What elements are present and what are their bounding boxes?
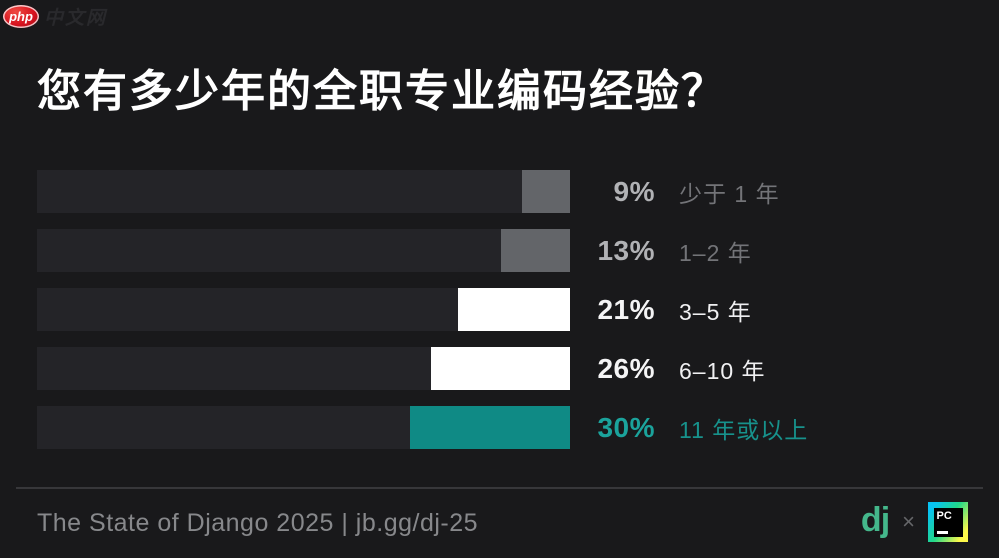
php-logo-icon: php	[3, 5, 39, 28]
bar-percent: 9%	[613, 175, 655, 207]
bar-category-label: 3–5 年	[679, 298, 752, 325]
bar-fill	[522, 170, 570, 213]
bar-category-label: 少于 1 年	[679, 180, 780, 207]
bar-percent: 13%	[597, 234, 655, 266]
bar-percent: 26%	[597, 352, 655, 384]
bar-fill	[500, 229, 570, 272]
bar-fill	[458, 288, 570, 331]
source-attribution: The State of Django 2025 | jb.gg/dj-25	[37, 509, 479, 537]
bar-fill	[410, 406, 570, 449]
bar-row: 26% 6–10 年	[37, 347, 808, 390]
bar-percent: 21%	[597, 293, 655, 325]
pycharm-underscore	[936, 530, 948, 534]
bar-track	[37, 406, 570, 449]
bar-row: 21% 3–5 年	[37, 288, 808, 331]
bar-track	[37, 229, 570, 272]
bar-chart: 9% 少于 1 年 13% 1–2 年 21% 3–5 年 26% 6–10 年	[37, 170, 808, 465]
bar-row: 13% 1–2 年	[37, 229, 808, 272]
bar-percent: 30%	[597, 411, 655, 443]
logo-separator: ×	[902, 509, 915, 534]
bar-category-label: 6–10 年	[679, 357, 766, 384]
site-watermark: php 中文网	[3, 3, 107, 30]
bar-track	[37, 170, 570, 213]
bar-row: 9% 少于 1 年	[37, 170, 808, 213]
bar-category-label: 11 年或以上	[679, 416, 809, 443]
bar-track	[37, 288, 570, 331]
footer-logos: dj × PC	[861, 499, 968, 545]
bar-row: 30% 11 年或以上	[37, 406, 808, 449]
pycharm-logo-text: PC	[936, 509, 952, 522]
bar-fill	[431, 347, 570, 390]
django-logo-icon: dj	[860, 501, 890, 539]
chart-title: 您有多少年的全职专业编码经验？	[37, 67, 727, 116]
bar-category-label: 1–2 年	[679, 239, 752, 266]
bar-track	[37, 347, 570, 390]
footer-divider	[16, 487, 983, 489]
brand-name: 中文网	[44, 8, 108, 29]
pycharm-logo-icon: PC	[928, 502, 968, 542]
